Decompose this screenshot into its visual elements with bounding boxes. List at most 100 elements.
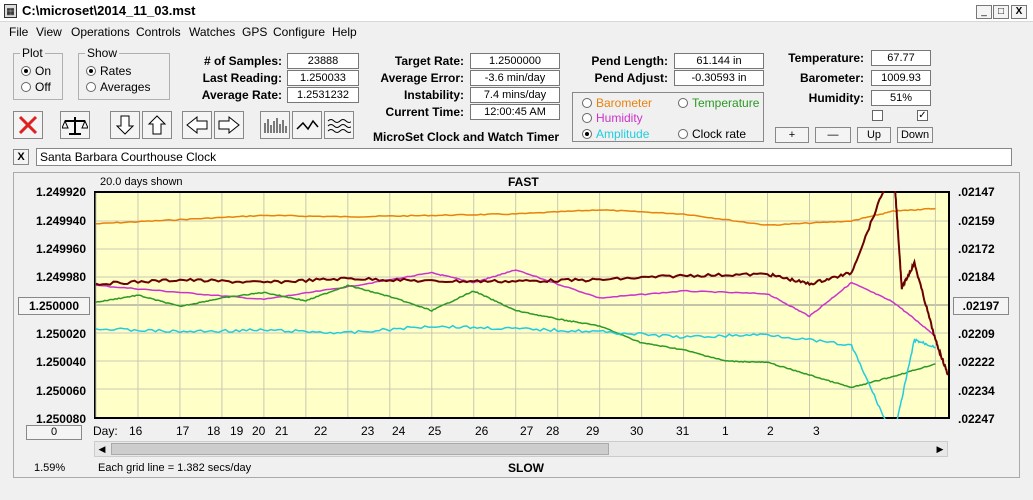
right-tick: .02234 xyxy=(958,384,995,398)
line-view-button[interactable] xyxy=(292,111,322,139)
menu-help[interactable]: Help xyxy=(332,25,357,39)
day-tick: 23 xyxy=(361,424,375,438)
scroll-left-icon[interactable]: ◀ xyxy=(98,444,106,454)
average-error-label: Average Error: xyxy=(380,71,464,85)
pend-adjust-label: Pend Adjust: xyxy=(594,71,668,85)
grid-lines xyxy=(95,193,948,417)
radio-dot xyxy=(582,98,592,108)
plot-on-radio[interactable]: On xyxy=(21,64,51,78)
left-tick: 1.250060 xyxy=(35,384,86,398)
current-time-value: 12:00:45 AM xyxy=(470,104,560,120)
right-tick: .02172 xyxy=(958,242,995,256)
checkbox-right[interactable]: ✓ xyxy=(917,110,928,121)
bar-view-button[interactable] xyxy=(260,111,290,139)
day-tick: 28 xyxy=(546,424,560,438)
day-tick: 1 xyxy=(722,424,729,438)
series-line-barometer xyxy=(95,207,936,226)
series-clockrate-radio[interactable]: Clock rate xyxy=(678,127,746,141)
maximize-button[interactable]: □ xyxy=(993,5,1009,19)
day-tick: 17 xyxy=(176,424,190,438)
plot-on-label: On xyxy=(35,64,52,78)
series-humidity-label: Humidity xyxy=(596,111,643,125)
day-tick: 18 xyxy=(207,424,221,438)
menu-operations[interactable]: Operations xyxy=(71,25,130,39)
menu-view[interactable]: View xyxy=(36,25,62,39)
radio-dot xyxy=(678,98,688,108)
show-averages-radio[interactable]: Averages xyxy=(86,80,150,94)
day-tick: 26 xyxy=(475,424,489,438)
balance-scale-icon xyxy=(62,117,88,135)
record-name-field[interactable]: Santa Barbara Courthouse Clock xyxy=(36,148,1012,166)
day-tick: 21 xyxy=(275,424,289,438)
arrow-down-button[interactable] xyxy=(110,111,140,139)
balance-button[interactable] xyxy=(60,111,90,139)
down-button[interactable]: Down xyxy=(897,127,933,143)
menu-file[interactable]: File xyxy=(9,25,29,39)
scroll-right-icon[interactable]: ▶ xyxy=(936,444,944,454)
wave-graph-icon xyxy=(327,119,351,133)
current-time-label: Current Time: xyxy=(385,105,464,119)
scroll-thumb[interactable] xyxy=(111,443,609,455)
menu-controls[interactable]: Controls xyxy=(136,25,181,39)
radio-dot xyxy=(86,82,96,92)
menu-watches[interactable]: Watches xyxy=(189,25,236,39)
minimize-button[interactable]: _ xyxy=(976,5,992,19)
humidity-value: 51% xyxy=(871,90,931,106)
radio-dot xyxy=(582,129,592,139)
line-graph-icon xyxy=(296,119,319,131)
humidity-label: Humidity: xyxy=(808,91,864,105)
day-tick: 31 xyxy=(676,424,690,438)
up-button[interactable]: Up xyxy=(857,127,891,143)
barometer-label: Barometer: xyxy=(799,71,864,85)
show-rates-radio[interactable]: Rates xyxy=(86,64,131,78)
show-group: Show xyxy=(78,46,170,100)
plus-button[interactable]: + xyxy=(775,127,809,143)
pend-length-label: Pend Length: xyxy=(591,54,668,68)
red-x-icon xyxy=(18,115,38,135)
left-tick: 1.249980 xyxy=(35,270,86,284)
menu-gps[interactable]: GPS xyxy=(242,25,268,39)
center-value-button[interactable]: 1.250000 xyxy=(18,297,90,315)
right-center-value-button[interactable]: .02197 xyxy=(953,297,1009,315)
samples-label: # of Samples: xyxy=(203,54,282,68)
left-tick: 1.249940 xyxy=(35,214,86,228)
arrow-left-button[interactable] xyxy=(182,111,212,139)
zoom-field[interactable]: 0 xyxy=(26,425,82,440)
menu-configure[interactable]: Configure xyxy=(273,25,326,39)
menu-bar: File View Operations Controls Watches GP… xyxy=(0,22,1033,42)
right-tick: .02222 xyxy=(958,355,995,369)
app-name: MicroSet Clock and Watch Timer xyxy=(373,130,560,144)
radio-dot xyxy=(86,66,96,76)
day-tick: 19 xyxy=(230,424,244,438)
left-tick: 1.250020 xyxy=(35,327,86,341)
last-reading-value: 1.250033 xyxy=(287,70,359,86)
minus-button[interactable]: — xyxy=(815,127,851,143)
target-rate-label: Target Rate: xyxy=(394,54,464,68)
right-tick: .02247 xyxy=(958,412,995,426)
day-tick: 16 xyxy=(129,424,143,438)
series-temperature-label: Temperature xyxy=(692,96,760,110)
arrow-right-icon xyxy=(218,115,240,135)
series-amplitude-radio[interactable]: Amplitude xyxy=(582,127,649,141)
plot-group: Plot xyxy=(13,46,63,100)
average-rate-label: Average Rate: xyxy=(201,88,282,102)
bar-graph-icon xyxy=(264,118,287,133)
series-barometer-radio[interactable]: Barometer xyxy=(582,96,652,110)
average-error-value: -3.6 min/day xyxy=(470,70,560,86)
samples-value: 23888 xyxy=(287,53,359,69)
checkbox-left[interactable] xyxy=(872,110,883,121)
plot-off-radio[interactable]: Off xyxy=(21,80,51,94)
wave-view-button[interactable] xyxy=(324,111,354,139)
day-tick: 27 xyxy=(520,424,534,438)
arrow-right-button[interactable] xyxy=(214,111,244,139)
slow-label: SLOW xyxy=(508,461,544,475)
series-temperature-radio[interactable]: Temperature xyxy=(678,96,759,110)
horizontal-scrollbar[interactable]: ◀ ▶ xyxy=(94,441,948,457)
arrow-up-icon xyxy=(147,115,167,135)
arrow-up-button[interactable] xyxy=(142,111,172,139)
day-tick: 25 xyxy=(428,424,442,438)
stop-button[interactable] xyxy=(13,111,43,139)
record-close-button[interactable]: X xyxy=(13,149,29,165)
series-humidity-radio[interactable]: Humidity xyxy=(582,111,643,125)
close-button[interactable]: X xyxy=(1011,5,1027,19)
